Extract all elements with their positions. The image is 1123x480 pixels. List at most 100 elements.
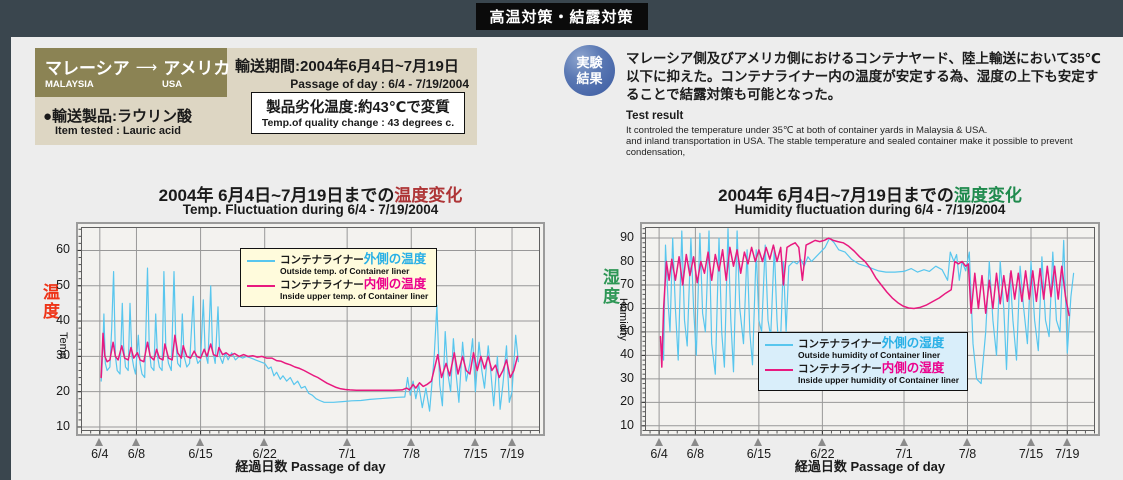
legend-jp-accent: 外側の温度 (363, 252, 427, 266)
page-title-band: 高温対策・結露対策 (475, 3, 648, 30)
outside-line-swatch-icon (765, 344, 793, 346)
route-to-en: USA (162, 79, 183, 90)
x-tick-label: 7/1 (338, 447, 356, 461)
temp-legend: コンテナライナー外側の温度 Outside temp. of Container… (240, 248, 438, 307)
legend-jp-accent: 内側の温度 (363, 277, 427, 291)
badge-line2: 結果 (576, 70, 603, 86)
x-tick-marker-icon (690, 438, 699, 446)
legend-item: コンテナライナー内側の湿度 Inside upper humidity of C… (765, 362, 959, 385)
x-tick-label: 7/8 (402, 447, 420, 461)
y-tick-label: 10 (56, 418, 70, 433)
route-box: マレーシア ⟶ アメリカ MALAYSIA USA (35, 48, 231, 97)
hum-y-axis-title-jp: 湿度 (600, 268, 619, 306)
x-tick-label: 7/19 (499, 447, 525, 461)
y-tick-label: 70 (620, 276, 634, 291)
period-column: 輸送期間:2004年6月4日~7月19日 Passage of day : 6/… (235, 55, 471, 91)
temp-title-accent: 温度変化 (394, 186, 463, 205)
y-tick-label: 20 (620, 394, 634, 409)
legend-en: Outside humidity of Container liner (798, 350, 941, 360)
temp-chart-title-jp: 2004年 6月4日~7月19日までの温度変化 (76, 181, 545, 206)
hum-x-axis-title: 経過日数 Passage of day (794, 459, 946, 474)
right-arrow-icon: ⟶ (135, 59, 158, 76)
period-label-jp: 輸送期間:2004年6月4日~7月19日 (235, 58, 459, 75)
header-bar: 高温対策・結露対策 (0, 0, 1123, 37)
x-tick-marker-icon (260, 438, 269, 446)
test-result-badge: 実験 結果 (564, 45, 615, 96)
legend-jp-prefix: コンテナライナー (798, 338, 882, 350)
x-tick-label: 6/22 (810, 447, 835, 461)
y-tick-label: 90 (620, 230, 634, 245)
y-tick-label: 10 (620, 417, 634, 432)
y-tick-label: 50 (56, 277, 70, 292)
y-tick-label: 40 (56, 313, 70, 328)
x-tick-marker-icon (470, 438, 479, 446)
x-tick-label: 7/1 (895, 447, 913, 461)
x-tick-marker-icon (1026, 438, 1035, 446)
x-tick-label: 6/8 (686, 447, 705, 461)
legend-jp-accent: 外側の湿度 (881, 336, 945, 350)
page-title: 高温対策・結露対策 (489, 9, 634, 26)
period-label-en: Passage of day : 6/4 - 7/19/2004 (290, 77, 469, 91)
x-tick-label: 7/15 (1018, 447, 1044, 461)
temperature-chart: 2004年 6月4日~7月19日までの温度変化 Temp. Fluctuatio… (20, 180, 580, 480)
x-tick-marker-icon (95, 438, 104, 446)
x-tick-marker-icon (754, 438, 763, 446)
hum-plot-area (640, 222, 1100, 436)
result-text-en-2: and inland transportation in USA. The st… (626, 136, 1073, 158)
route-to: アメリカ (163, 59, 231, 78)
legend-item: コンテナライナー外側の湿度 Outside humidity of Contai… (765, 337, 959, 360)
x-tick-marker-icon (817, 438, 826, 446)
result-title-en: Test result (626, 110, 684, 122)
x-tick-marker-icon (963, 438, 971, 446)
hum-chart-title-jp: 2004年 6月4日~7月19日までの湿度変化 (640, 181, 1100, 206)
x-tick-marker-icon (131, 438, 140, 446)
hum-chart-title-en: Humidity fluctuation during 6/4 - 7/19/2… (734, 202, 1006, 217)
shipment-info-panel: マレーシア ⟶ アメリカ MALAYSIA USA ●輸送製品:ラウリン酸 It… (35, 48, 477, 145)
x-tick-marker-icon (1062, 438, 1071, 446)
x-tick-label: 6/8 (127, 447, 146, 461)
y-tick-label: 30 (56, 348, 70, 363)
legend-en: Inside upper temp. of Container liner (280, 291, 429, 301)
route-from: マレーシア (45, 59, 130, 78)
quality-change-box: 製品劣化温度:約43℃で変質 Temp.of quality change : … (251, 92, 465, 134)
x-tick-marker-icon (406, 438, 415, 446)
y-tick-label: 80 (620, 253, 634, 268)
hum-title-prefix: 2004年 6月4日~7月19日までの (718, 186, 954, 205)
route-from-en: MALAYSIA (45, 79, 94, 90)
x-tick-marker-icon (899, 438, 908, 446)
y-tick-label: 60 (56, 242, 70, 257)
y-tick-label: 60 (620, 300, 634, 315)
quality-change-jp: 製品劣化温度:約43℃で変質 (266, 100, 450, 116)
quality-change-en: Temp.of quality change : 43 degrees c. (261, 117, 455, 129)
x-tick-label: 6/15 (746, 447, 772, 461)
inside-line-swatch-icon (765, 369, 793, 371)
badge-line1: 実験 (576, 54, 603, 70)
route-sub: MALAYSIA USA (45, 79, 219, 90)
temp-y-axis-title-jp: 温度 (40, 283, 59, 321)
temp-y-axis-title-en: Temp (57, 332, 69, 359)
x-tick-label: 7/15 (463, 447, 488, 461)
x-tick-marker-icon (342, 438, 351, 446)
x-tick-label: 6/4 (650, 447, 668, 461)
result-text-jp: マレーシア側及びアメリカ側におけるコンテナヤード、陸上輸送において35℃以下に抑… (626, 51, 1101, 102)
temp-chart-title-en: Temp. Fluctuation during 6/4 - 7/19/2004 (182, 202, 439, 217)
hum-legend: コンテナライナー外側の湿度 Outside humidity of Contai… (758, 332, 969, 391)
x-tick-label: 7/19 (1055, 447, 1080, 461)
legend-jp-prefix: コンテナライナー (798, 363, 882, 375)
y-tick-label: 20 (56, 383, 70, 398)
product-label-jp: ●輸送製品:ラウリン酸 (43, 108, 193, 125)
y-tick-label: 50 (620, 323, 634, 338)
legend-item: コンテナライナー外側の温度 Outside temp. of Container… (247, 253, 428, 276)
hum-y-axis-title-en: Humidity (617, 298, 629, 341)
y-tick-label: 40 (620, 347, 634, 362)
x-tick-marker-icon (654, 438, 663, 446)
inside-temp-line (100, 332, 519, 392)
temp-x-axis-title: 経過日数 Passage of day (235, 459, 386, 474)
x-tick-label: 6/22 (252, 447, 277, 461)
result-text-en-1: It controled the temperature under 35℃ a… (626, 125, 988, 136)
temp-title-prefix: 2004年 6月4日~7月19日までの (158, 186, 395, 205)
left-edge-strip (0, 0, 11, 480)
legend-jp-accent: 内側の湿度 (881, 361, 945, 375)
product-label-en: Item tested : Lauric acid (55, 125, 181, 137)
legend-en: Inside upper humidity of Container liner (798, 375, 960, 385)
